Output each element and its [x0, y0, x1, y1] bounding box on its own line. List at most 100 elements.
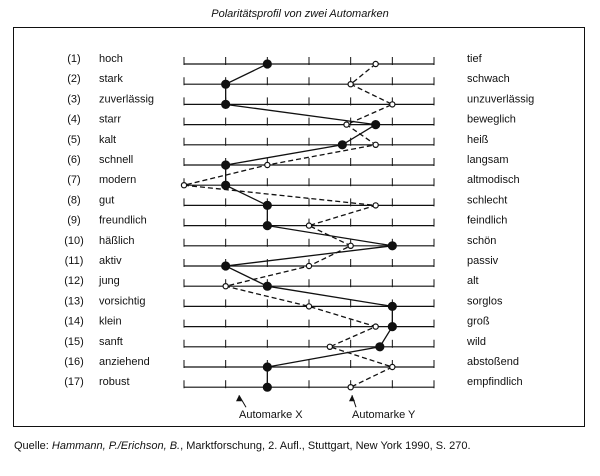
item-left-label: klein — [99, 316, 122, 328]
polarity-profile-chart: (1) hoch tief (2) stark schwach (3) zuverlässig… — [64, 53, 534, 421]
item-right-label: wild — [466, 336, 486, 348]
item-number: (1) — [67, 53, 80, 65]
data-point-automarke-x — [262, 221, 272, 231]
item-number: (7) — [67, 174, 80, 186]
data-point-automarke-x — [262, 200, 272, 210]
data-point-automarke-x — [387, 241, 397, 251]
item-right-label: tief — [467, 53, 483, 65]
data-point-automarke-x — [262, 59, 272, 69]
item-left-label: starr — [99, 114, 121, 126]
legend: Automarke X Automarke Y — [236, 394, 416, 421]
data-point-automarke-y — [180, 181, 188, 189]
item-left-label: häßlich — [99, 235, 134, 247]
item-left-label: sanft — [99, 336, 123, 348]
data-point-automarke-y — [305, 262, 313, 270]
item-right-label: langsam — [467, 154, 509, 166]
item-number: (2) — [67, 73, 80, 85]
item-right-label: sorglos — [467, 295, 503, 307]
item-number: (3) — [67, 93, 80, 105]
data-point-automarke-x — [371, 119, 381, 130]
item-right-label: schön — [467, 235, 496, 247]
item-left-label: aktiv — [99, 255, 122, 267]
item-right-label: altmodisch — [467, 174, 520, 186]
item-left-label: robust — [99, 376, 130, 388]
source-prefix: Quelle: — [14, 440, 52, 452]
chart-title: Polaritätsprofil von zwei Automarken — [211, 8, 389, 20]
item-number: (16) — [64, 356, 84, 368]
item-left-label: kalt — [99, 134, 116, 146]
item-right-label: heiß — [467, 134, 489, 146]
legend-automarke-x-arrow — [238, 394, 247, 408]
data-point-automarke-y — [372, 202, 379, 209]
data-point-automarke-y — [347, 384, 354, 391]
data-point-automarke-y — [326, 343, 334, 350]
data-point-automarke-x — [387, 301, 397, 311]
item-left-label: hoch — [99, 53, 123, 65]
data-point-automarke-x — [221, 261, 231, 271]
item-right-label: schlecht — [467, 194, 507, 206]
data-point-automarke-y — [305, 222, 313, 229]
data-point-automarke-y — [305, 303, 313, 310]
data-point-automarke-x — [221, 99, 231, 110]
item-right-label: unzuverlässig — [467, 93, 534, 105]
series-markers — [180, 59, 397, 392]
item-number: (6) — [67, 154, 80, 166]
legend-label-automarke-y: Automarke Y — [352, 409, 416, 421]
item-number: (14) — [64, 316, 84, 328]
item-number: (13) — [64, 295, 84, 307]
item-left-label: gut — [99, 194, 114, 206]
data-point-automarke-y — [372, 141, 379, 149]
data-point-automarke-y — [264, 161, 271, 169]
data-point-automarke-y — [347, 242, 354, 249]
item-left-label: vorsichtig — [99, 295, 145, 307]
data-point-automarke-y — [389, 363, 396, 371]
legend-automarke-x-arrowhead — [236, 395, 242, 402]
data-point-automarke-x — [262, 382, 272, 392]
item-left-label: zuverlässig — [99, 93, 154, 105]
item-left-label: jung — [98, 275, 120, 287]
data-point-automarke-x — [221, 180, 231, 190]
item-left-label: modern — [99, 174, 136, 186]
item-left-label: anziehend — [99, 356, 150, 368]
item-right-label: abstoßend — [467, 356, 519, 368]
data-point-automarke-y — [343, 121, 350, 128]
data-point-automarke-x — [221, 79, 231, 89]
item-number: (10) — [64, 235, 84, 247]
item-number: (9) — [67, 215, 80, 227]
data-point-automarke-x — [262, 362, 272, 372]
data-point-automarke-y — [347, 81, 354, 88]
series-line-automarke-y — [183, 63, 395, 388]
data-point-automarke-y — [372, 60, 379, 68]
item-number: (11) — [65, 255, 84, 267]
legend-label-automarke-x: Automarke X — [239, 409, 303, 421]
data-point-automarke-y — [222, 283, 229, 290]
data-point-automarke-x — [375, 342, 385, 352]
item-number: (17) — [64, 376, 84, 388]
data-point-automarke-x — [262, 281, 272, 291]
item-left-label: freundlich — [99, 215, 147, 227]
source-note: Quelle: Hammann, P./Erichson, B., Marktf… — [14, 440, 471, 452]
item-number: (4) — [67, 114, 80, 126]
item-number: (5) — [67, 134, 80, 146]
item-right-label: passiv — [467, 255, 499, 267]
item-labels: (1) hoch tief (2) stark schwach (3) zuverlässig… — [64, 53, 534, 388]
data-point-automarke-x — [337, 140, 347, 150]
legend-automarke-y-arrowhead — [349, 395, 355, 402]
item-number: (15) — [64, 336, 84, 348]
item-right-label: alt — [467, 275, 479, 287]
item-right-label: groß — [467, 316, 490, 328]
chart-frame: (1) hoch tief (2) stark schwach (3) zuverlässig… — [13, 27, 585, 427]
data-point-automarke-y — [389, 101, 396, 108]
data-point-automarke-x — [221, 160, 231, 170]
item-left-label: stark — [99, 73, 123, 85]
item-right-label: schwach — [467, 73, 510, 85]
item-right-label: beweglich — [467, 114, 516, 126]
data-point-automarke-y — [372, 323, 379, 330]
source-authors: Hammann, P./Erichson, B. — [51, 440, 181, 452]
item-right-label: feindlich — [467, 215, 507, 227]
item-right-label: empfindlich — [467, 376, 523, 388]
data-point-automarke-x — [387, 322, 397, 332]
item-left-label: schnell — [99, 154, 133, 166]
item-number: (12) — [64, 275, 84, 287]
source-details: , Marktforschung, 2. Aufl., Stuttgart, N… — [180, 440, 471, 452]
